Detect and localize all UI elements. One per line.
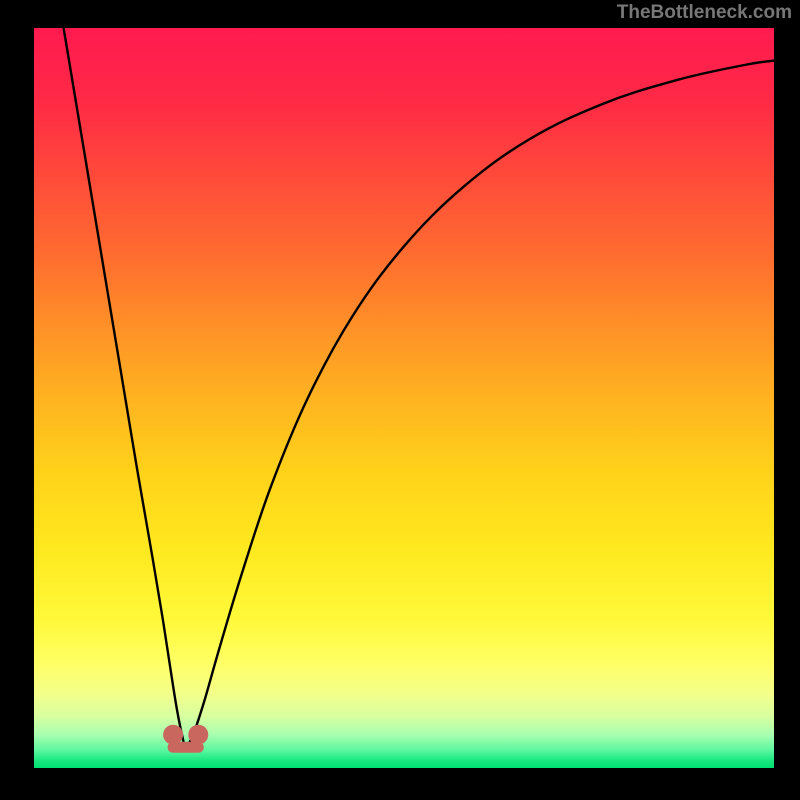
watermark-text: TheBottleneck.com [617, 2, 792, 24]
chart-container: TheBottleneck.com [0, 0, 800, 800]
bottleneck-curve [64, 28, 774, 746]
curve-layer [34, 28, 774, 768]
plot-area [34, 28, 774, 768]
marker-point-1 [188, 725, 208, 745]
marker-point-0 [163, 725, 183, 745]
